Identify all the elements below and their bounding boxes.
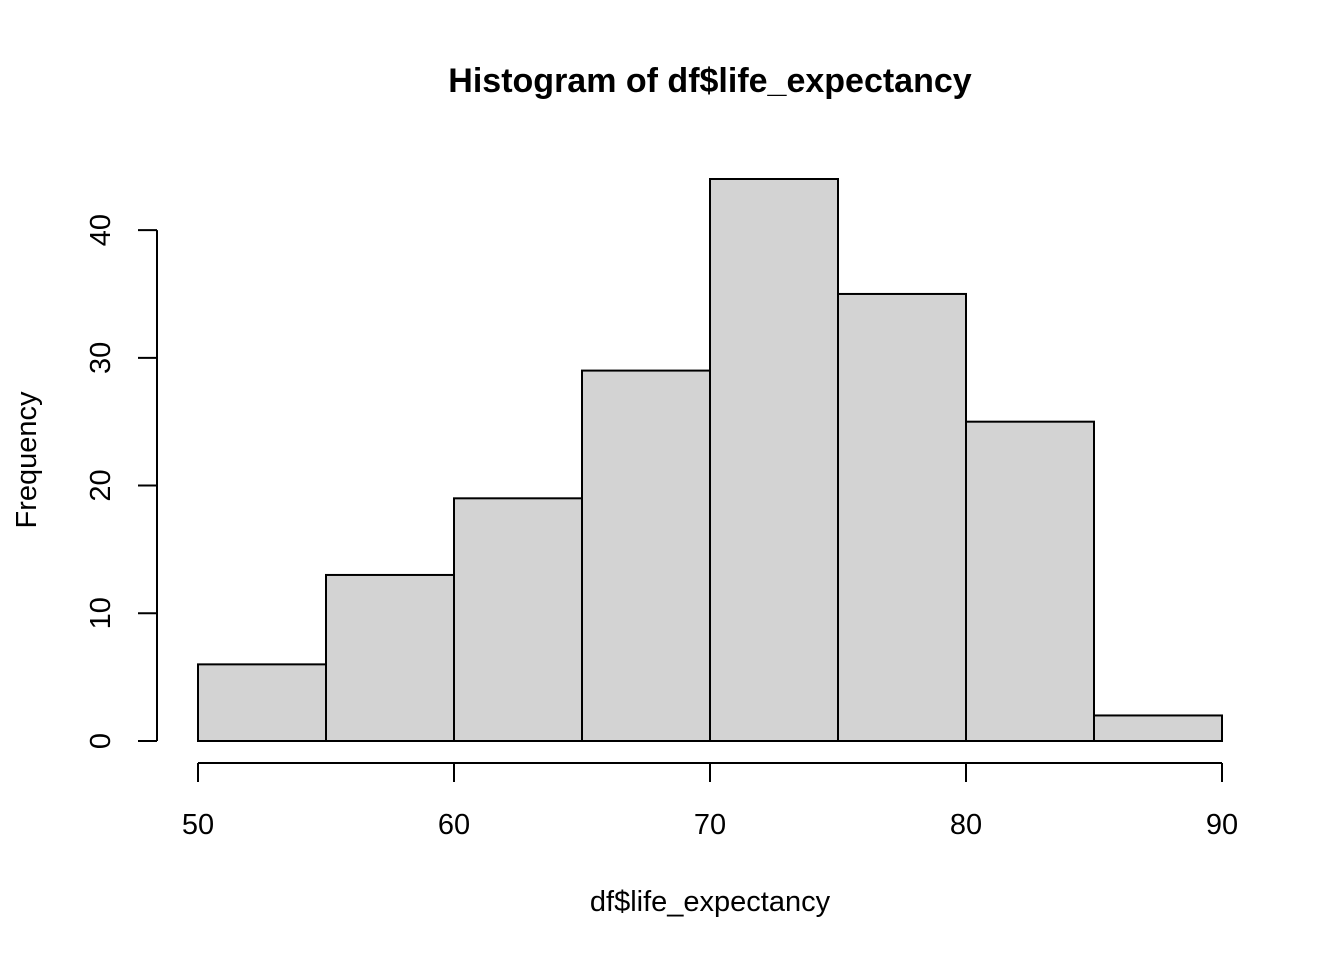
histogram-bar	[453, 497, 583, 742]
x-tick-label: 60	[438, 809, 470, 841]
histogram-bar	[197, 663, 327, 743]
x-axis-label: df$life_expectancy	[590, 886, 831, 918]
bars-group	[197, 178, 1223, 743]
x-tick-label: 70	[694, 809, 726, 841]
chart-title: Histogram of df$life_expectancy	[448, 62, 971, 100]
y-axis: 0 10 20 30 40	[85, 214, 158, 749]
x-tick-label: 90	[1206, 809, 1238, 841]
histogram-bar	[325, 573, 455, 742]
y-tick-label: 30	[85, 342, 117, 374]
y-tick-label: 40	[85, 214, 117, 246]
histogram-bar	[837, 292, 967, 742]
x-tick-label: 50	[182, 809, 214, 841]
histogram-bar	[581, 369, 711, 742]
y-axis-label: Frequency	[11, 391, 43, 529]
histogram-bar	[965, 420, 1095, 742]
y-tick-label: 0	[85, 733, 117, 749]
y-tick-label: 20	[85, 469, 117, 501]
histogram-bar	[709, 178, 839, 742]
x-axis: 50 60 70 80 90	[182, 762, 1238, 841]
y-tick-label: 10	[85, 597, 117, 629]
x-tick-label: 80	[950, 809, 982, 841]
histogram-bar	[1093, 714, 1223, 742]
